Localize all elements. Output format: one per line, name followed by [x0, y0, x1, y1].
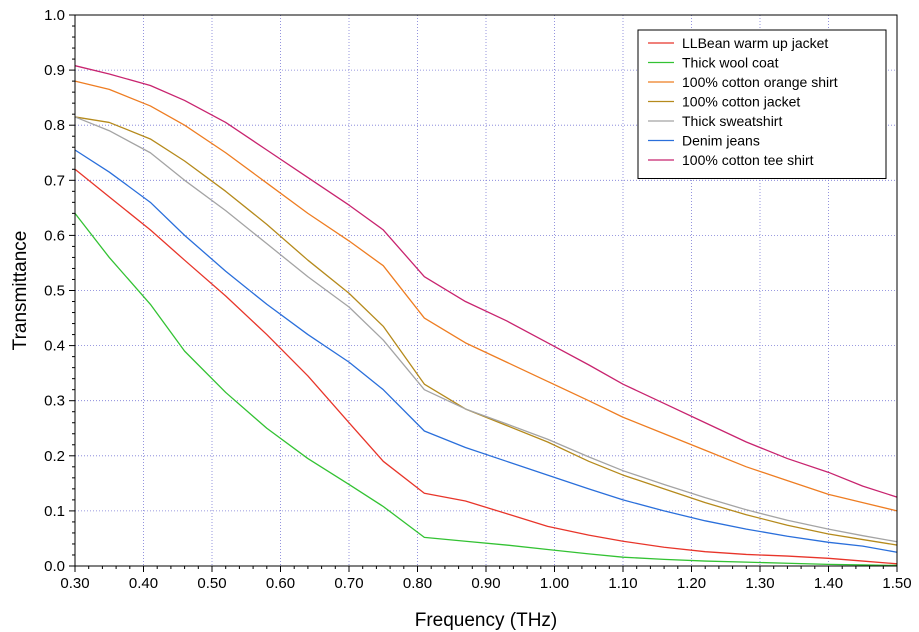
y-tick-label: 0.2 [44, 448, 65, 465]
x-tick-label: 0.40 [129, 575, 158, 592]
legend-label: LLBean warm up jacket [682, 35, 828, 51]
y-tick-label: 0.7 [44, 172, 65, 189]
x-tick-label: 1.30 [745, 575, 774, 592]
y-tick-label: 0.4 [44, 338, 65, 355]
series-line-100-cotton-jacket [74, 116, 898, 546]
x-tick-label: 0.70 [334, 575, 363, 592]
x-tick-label: 1.10 [608, 575, 637, 592]
series-line-denim-jeans [74, 149, 898, 553]
series-layer [74, 65, 898, 567]
series-line-100-cotton-orange-shirt [74, 80, 898, 512]
y-axis-title: Transmittance [10, 231, 31, 351]
y-tick-label: 0.0 [44, 558, 65, 575]
y-tick-label: 0.8 [44, 117, 65, 134]
y-tick-label: 1.0 [44, 7, 65, 24]
x-tick-label: 1.40 [814, 575, 843, 592]
legend-label: Denim jeans [682, 133, 760, 149]
x-tick-label: 1.20 [677, 575, 706, 592]
legend-label: 100% cotton jacket [682, 94, 800, 110]
x-tick-label: 0.90 [471, 575, 500, 592]
y-axis: 0.0 0.1 0.2 0.3 0.4 0.5 0.6 0.7 0.8 0.9 1.0 [44, 7, 75, 575]
x-tick-label: 1.00 [540, 575, 569, 592]
y-tick-label: 0.9 [44, 62, 65, 79]
legend-label: Thick wool coat [682, 55, 779, 71]
series-line-llbean-warm-up-jacket [74, 168, 898, 565]
series-line-thick-sweatshirt [74, 116, 898, 543]
series-line-thick-wool-coat [74, 212, 898, 567]
x-axis: 0.30 0.40 0.50 0.60 0.70 0.80 0.90 1.00 1.10 1.20… [60, 566, 912, 592]
legend: LLBean warm up jacket Thick wool coat 100%… [637, 29, 887, 179]
y-tick-label: 0.5 [44, 283, 65, 300]
legend-box [637, 29, 887, 179]
x-axis-title: Frequency (THz) [415, 610, 558, 631]
legend-label: Thick sweatshirt [682, 113, 782, 129]
x-tick-label: 0.80 [403, 575, 432, 592]
legend-label: 100% cotton orange shirt [682, 74, 838, 90]
series-line-100-cotton-tee-shirt [74, 65, 898, 498]
legend-label: 100% cotton tee shirt [682, 152, 814, 168]
y-tick-label: 0.6 [44, 227, 65, 244]
x-tick-label: 0.30 [60, 575, 89, 592]
x-tick-label: 0.50 [197, 575, 226, 592]
x-tick-label: 1.50 [882, 575, 911, 592]
y-tick-label: 0.1 [44, 503, 65, 520]
x-tick-label: 0.60 [266, 575, 295, 592]
y-tick-label: 0.3 [44, 393, 65, 410]
